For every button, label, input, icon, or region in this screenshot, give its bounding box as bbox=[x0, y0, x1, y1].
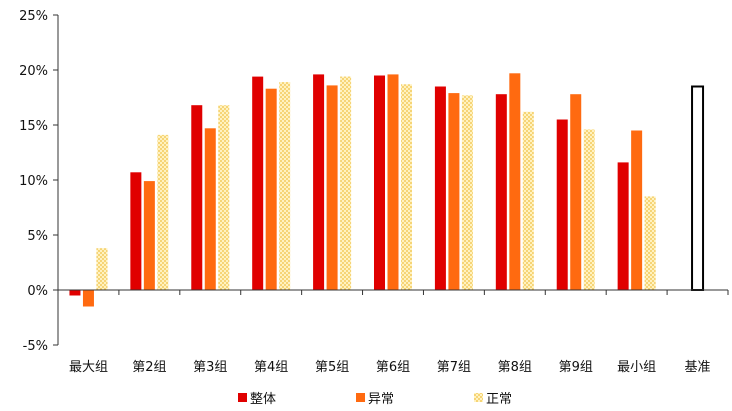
x-tick-label: 最大组 bbox=[69, 360, 108, 375]
y-tick-label: 5% bbox=[27, 229, 48, 244]
bar-整体-第2组 bbox=[130, 172, 142, 290]
bar-异常-最大组 bbox=[82, 290, 94, 307]
bar-异常-第9组 bbox=[570, 94, 582, 290]
bar-整体-第6组 bbox=[374, 75, 385, 290]
bar-异常-第2组 bbox=[143, 181, 155, 290]
bar-整体-最大组 bbox=[69, 290, 81, 296]
bar-异常-第6组 bbox=[387, 74, 399, 291]
bar-正常-第5组 bbox=[340, 76, 352, 290]
y-tick-label: 10% bbox=[19, 174, 48, 189]
bar-正常-第4组 bbox=[279, 82, 291, 290]
y-axis: 25% 20% 15% 10% 5% 0% -5% bbox=[19, 9, 59, 354]
bar-整体-第7组 bbox=[434, 86, 446, 290]
bar-异常-第5组 bbox=[326, 85, 338, 291]
bar-整体-第9组 bbox=[556, 119, 568, 290]
bar-整体-最小组 bbox=[617, 162, 629, 290]
bar-异常-第4组 bbox=[265, 88, 277, 290]
bar-整体-第8组 bbox=[495, 94, 507, 290]
y-tick-label: -5% bbox=[23, 339, 48, 354]
bar-正常-第7组 bbox=[461, 95, 473, 290]
bar-整体-第4组 bbox=[252, 76, 264, 290]
x-tick-label: 最小组 bbox=[617, 360, 656, 375]
legend-swatch-正常 bbox=[474, 393, 483, 402]
legend-label: 整体 bbox=[250, 392, 276, 407]
y-tick-label: 0% bbox=[27, 284, 48, 299]
x-axis: 最大组 第2组 第3组 第4组 第5组 第6组 第7组 第8组 第9组 最小组 基准 bbox=[58, 289, 729, 375]
x-tick-label: 第4组 bbox=[254, 360, 288, 375]
legend-swatch-整体 bbox=[238, 393, 247, 402]
x-tick-label: 第8组 bbox=[498, 360, 532, 375]
x-tick-label: 第9组 bbox=[559, 360, 593, 375]
bar-benchmark bbox=[691, 85, 705, 291]
legend-swatch-异常 bbox=[356, 393, 365, 402]
bar-整体-第3组 bbox=[191, 105, 203, 290]
x-tick-label: 基准 bbox=[685, 360, 711, 375]
y-tick-label: 15% bbox=[19, 119, 48, 134]
legend-label: 正常 bbox=[486, 392, 512, 407]
bar-正常-第6组 bbox=[401, 84, 412, 290]
bar-异常-第3组 bbox=[204, 128, 216, 290]
y-tick-label: 20% bbox=[19, 64, 48, 79]
bar-正常-最小组 bbox=[644, 196, 656, 290]
bar-异常-最小组 bbox=[631, 130, 643, 290]
x-tick-label: 第6组 bbox=[376, 360, 410, 375]
x-tick-label: 第2组 bbox=[132, 360, 166, 375]
x-tick-label: 第7组 bbox=[437, 360, 471, 375]
bar-正常-第9组 bbox=[583, 129, 595, 290]
x-tick-label: 第3组 bbox=[193, 360, 227, 375]
bar-正常-最大组 bbox=[96, 248, 108, 290]
bar-正常-第2组 bbox=[157, 134, 169, 290]
bar-异常-第8组 bbox=[509, 73, 521, 290]
legend: 整体 异常 正常 bbox=[238, 392, 512, 407]
x-tick-label: 第5组 bbox=[315, 360, 349, 375]
bar-异常-第7组 bbox=[448, 93, 460, 290]
bar-正常-第3组 bbox=[218, 105, 230, 290]
legend-label: 异常 bbox=[368, 392, 394, 407]
y-tick-label: 25% bbox=[19, 9, 48, 24]
plot-area bbox=[69, 73, 705, 307]
bar-整体-第5组 bbox=[313, 74, 325, 291]
bar-正常-第8组 bbox=[522, 111, 534, 290]
